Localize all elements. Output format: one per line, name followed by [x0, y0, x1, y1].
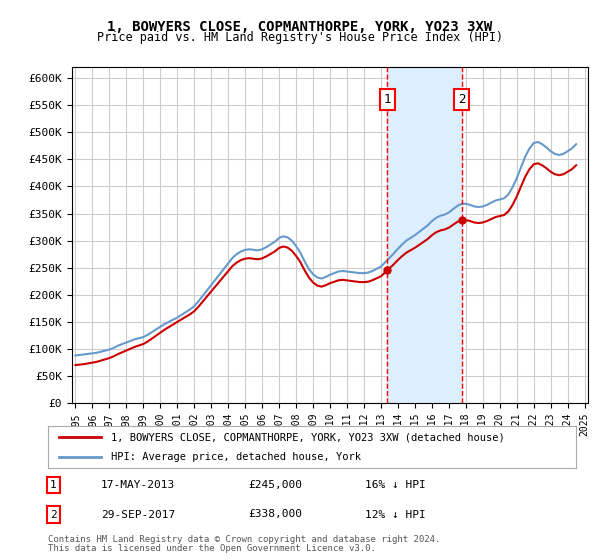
Text: HPI: Average price, detached house, York: HPI: Average price, detached house, York	[112, 452, 361, 462]
Text: Contains HM Land Registry data © Crown copyright and database right 2024.: Contains HM Land Registry data © Crown c…	[48, 535, 440, 544]
Text: 1, BOWYERS CLOSE, COPMANTHORPE, YORK, YO23 3XW: 1, BOWYERS CLOSE, COPMANTHORPE, YORK, YO…	[107, 20, 493, 34]
Text: 1: 1	[383, 93, 391, 106]
Text: 2: 2	[50, 510, 56, 520]
Text: £338,000: £338,000	[248, 510, 302, 520]
Text: This data is licensed under the Open Government Licence v3.0.: This data is licensed under the Open Gov…	[48, 544, 376, 553]
Text: 1, BOWYERS CLOSE, COPMANTHORPE, YORK, YO23 3XW (detached house): 1, BOWYERS CLOSE, COPMANTHORPE, YORK, YO…	[112, 432, 505, 442]
Text: 16% ↓ HPI: 16% ↓ HPI	[365, 480, 425, 490]
Text: £245,000: £245,000	[248, 480, 302, 490]
Text: 29-SEP-2017: 29-SEP-2017	[101, 510, 175, 520]
Text: 1: 1	[50, 480, 56, 490]
Text: 12% ↓ HPI: 12% ↓ HPI	[365, 510, 425, 520]
Text: 2: 2	[458, 93, 465, 106]
Bar	[387, 67, 461, 403]
Text: Price paid vs. HM Land Registry's House Price Index (HPI): Price paid vs. HM Land Registry's House …	[97, 31, 503, 44]
Text: 17-MAY-2013: 17-MAY-2013	[101, 480, 175, 490]
